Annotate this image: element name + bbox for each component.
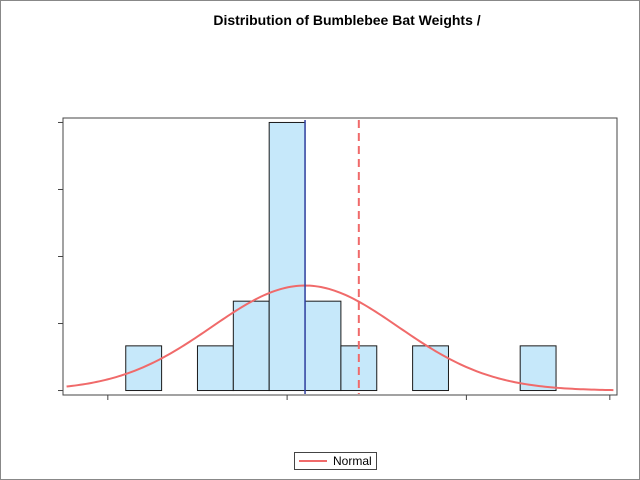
legend-normal-swatch	[299, 460, 327, 462]
legend-normal-label: Normal	[333, 454, 372, 468]
histogram-bar	[125, 345, 163, 392]
chart-title: Distribution of Bumblebee Bat Weights /	[213, 12, 481, 28]
normal-curve	[66, 284, 614, 392]
histogram-bar	[196, 345, 234, 392]
histogram-bar	[412, 345, 449, 392]
histogram-bar	[304, 300, 342, 392]
histogram-bar	[268, 121, 306, 392]
legend: Normal	[294, 452, 377, 470]
histogram-bar	[232, 300, 270, 392]
histogram-bar	[519, 345, 557, 392]
